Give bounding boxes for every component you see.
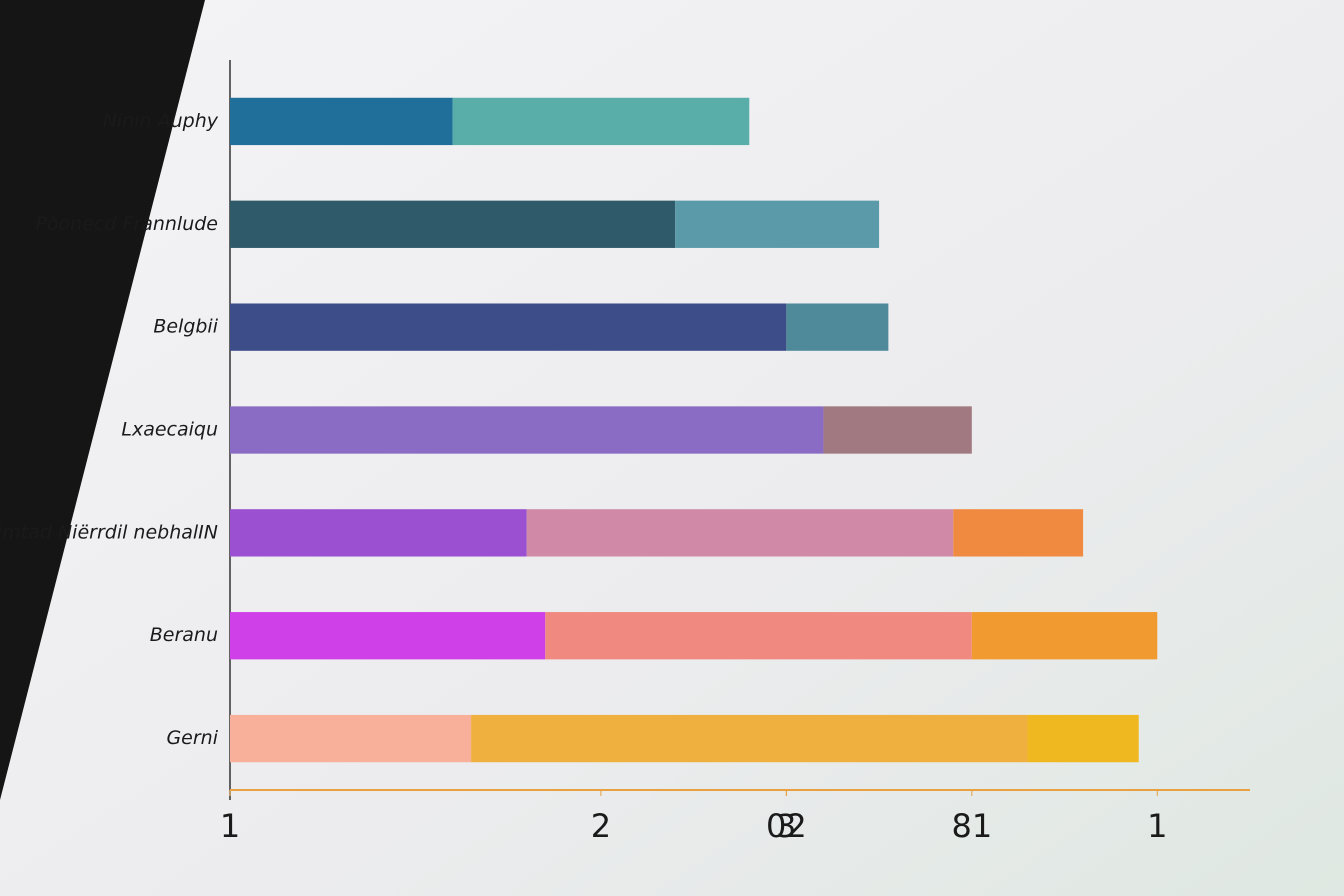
bar-segment xyxy=(971,612,1158,660)
x-tick-label: 2 xyxy=(591,807,611,845)
bar-segment xyxy=(452,97,750,146)
x-tick-label: 1 xyxy=(220,807,240,845)
bar-segment xyxy=(230,97,453,146)
bar-segment xyxy=(823,406,972,454)
category-label: Lxaecaiqu xyxy=(121,419,218,441)
category-label: Ninın Auphy xyxy=(103,110,219,132)
category-label: Pòonecd Frannlude xyxy=(35,213,218,235)
bar-segment xyxy=(230,509,527,557)
bar-segment xyxy=(545,612,972,660)
x-tick-label: 02 xyxy=(766,807,807,845)
bar-segment xyxy=(526,509,954,557)
screen-edge xyxy=(0,0,205,800)
x-tick-label: 1 xyxy=(1147,807,1167,845)
bar-segment xyxy=(471,714,1028,763)
bar-segment xyxy=(230,714,472,763)
category-label: Belgbii xyxy=(153,316,218,338)
x-tick-label: 3 xyxy=(776,807,796,845)
category-label: Beranu xyxy=(150,624,218,646)
bar-segment xyxy=(953,509,1084,557)
bar-segment xyxy=(786,303,889,351)
bar-segment xyxy=(230,200,676,248)
bar-segment xyxy=(230,612,546,660)
bar-segment xyxy=(230,406,824,454)
bar-segment xyxy=(675,200,880,248)
bar-segment xyxy=(1027,714,1139,763)
bar-segment xyxy=(230,303,787,351)
category-label: Nimtad Niërrdil nebhalIN xyxy=(0,521,218,543)
x-tick-label: 81 xyxy=(951,807,992,845)
category-label: Gerni xyxy=(166,727,218,749)
